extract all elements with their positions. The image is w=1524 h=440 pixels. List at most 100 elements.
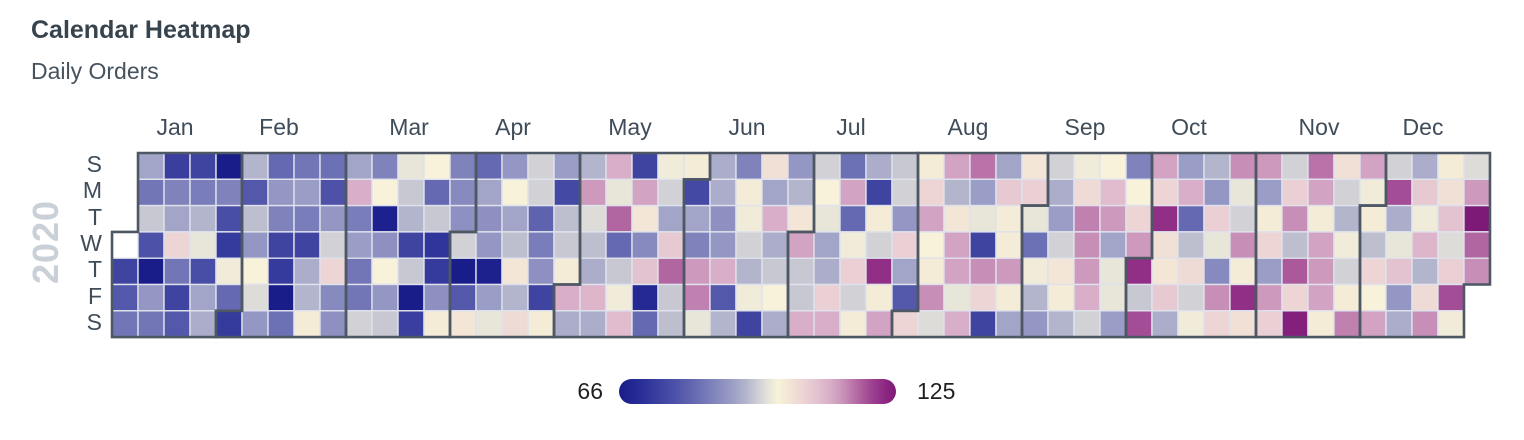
month-label-nov: Nov bbox=[1298, 114, 1340, 140]
day-cell bbox=[501, 204, 529, 233]
day-cell bbox=[189, 178, 217, 207]
day-cell bbox=[943, 283, 971, 312]
day-cell bbox=[1073, 204, 1101, 233]
day-cell bbox=[1411, 152, 1439, 180]
day-cell bbox=[423, 310, 451, 338]
day-cell bbox=[865, 257, 893, 286]
day-cell bbox=[683, 310, 711, 338]
day-cell bbox=[1125, 231, 1153, 259]
day-cell bbox=[163, 310, 191, 338]
day-cell bbox=[1463, 152, 1491, 180]
day-cell bbox=[735, 310, 763, 338]
day-cell bbox=[371, 283, 399, 312]
day-cell bbox=[1151, 283, 1179, 312]
month-label-jun: Jun bbox=[728, 114, 766, 140]
day-cell bbox=[553, 283, 581, 312]
day-cell bbox=[709, 283, 737, 312]
day-cell bbox=[865, 310, 893, 338]
day-cell bbox=[1385, 204, 1413, 233]
day-cell bbox=[397, 152, 425, 180]
day-cell bbox=[293, 310, 321, 338]
day-cell bbox=[111, 257, 139, 286]
day-cell bbox=[995, 152, 1023, 180]
day-cell bbox=[1437, 310, 1465, 338]
day-cell bbox=[1359, 204, 1387, 233]
day-cell bbox=[995, 283, 1023, 312]
day-cell bbox=[137, 204, 165, 233]
day-cell bbox=[761, 152, 789, 180]
day-cell bbox=[839, 283, 867, 312]
day-cell bbox=[319, 204, 347, 233]
day-label-row-5: F bbox=[87, 282, 102, 309]
day-cell bbox=[657, 231, 685, 259]
day-cell bbox=[241, 204, 269, 233]
day-cell bbox=[163, 152, 191, 180]
day-cell bbox=[1047, 178, 1075, 207]
day-cell bbox=[1125, 283, 1153, 312]
day-cell bbox=[605, 152, 633, 180]
day-cell bbox=[1151, 204, 1179, 233]
day-cell bbox=[267, 283, 295, 312]
day-cell bbox=[683, 231, 711, 259]
day-cell bbox=[1229, 178, 1257, 207]
day-cell bbox=[345, 178, 373, 207]
day-cell bbox=[501, 152, 529, 180]
day-cell bbox=[319, 231, 347, 259]
day-cell bbox=[1411, 204, 1439, 233]
day-label-row-1: M bbox=[82, 177, 102, 204]
day-cell bbox=[1047, 204, 1075, 233]
day-cell bbox=[943, 204, 971, 233]
day-cell bbox=[1203, 178, 1231, 207]
day-cell bbox=[215, 231, 243, 259]
day-cell bbox=[1229, 231, 1257, 259]
day-cell bbox=[1359, 283, 1387, 312]
day-cell bbox=[1151, 231, 1179, 259]
day-cell bbox=[787, 178, 815, 207]
day-cell bbox=[267, 178, 295, 207]
day-cell bbox=[709, 178, 737, 207]
day-label-row-0: S bbox=[86, 151, 102, 177]
day-cell bbox=[631, 310, 659, 338]
day-cell bbox=[449, 231, 477, 259]
day-cell bbox=[1411, 283, 1439, 312]
day-cell bbox=[917, 310, 945, 338]
day-cell bbox=[1203, 283, 1231, 312]
day-cell bbox=[1281, 231, 1309, 259]
day-cell bbox=[553, 231, 581, 259]
day-cell bbox=[917, 152, 945, 180]
day-cell bbox=[449, 257, 477, 286]
day-cell bbox=[319, 283, 347, 312]
day-cell bbox=[657, 310, 685, 338]
day-cell bbox=[657, 152, 685, 180]
day-cell bbox=[761, 231, 789, 259]
month-label-sep: Sep bbox=[1064, 114, 1106, 140]
day-cell bbox=[1177, 178, 1205, 207]
day-cell bbox=[709, 204, 737, 233]
day-cell bbox=[293, 152, 321, 180]
day-cell bbox=[1021, 231, 1049, 259]
day-cell bbox=[371, 204, 399, 233]
day-cell bbox=[1021, 204, 1049, 233]
day-cell bbox=[1021, 310, 1049, 338]
day-cell bbox=[1177, 310, 1205, 338]
day-cell bbox=[449, 178, 477, 207]
day-cell bbox=[1125, 310, 1153, 338]
day-cell bbox=[631, 152, 659, 180]
day-cell bbox=[943, 231, 971, 259]
day-cell bbox=[137, 152, 165, 180]
day-cell bbox=[267, 257, 295, 286]
day-cell bbox=[917, 283, 945, 312]
day-cell bbox=[579, 283, 607, 312]
day-cell bbox=[1463, 204, 1491, 233]
day-cell bbox=[1307, 283, 1335, 312]
day-cell bbox=[189, 310, 217, 338]
day-cell bbox=[137, 310, 165, 338]
day-cell bbox=[293, 257, 321, 286]
day-cell bbox=[137, 231, 165, 259]
day-cell bbox=[397, 204, 425, 233]
day-cell bbox=[553, 178, 581, 207]
day-cell bbox=[1099, 257, 1127, 286]
day-cell bbox=[1177, 231, 1205, 259]
day-cell bbox=[163, 178, 191, 207]
